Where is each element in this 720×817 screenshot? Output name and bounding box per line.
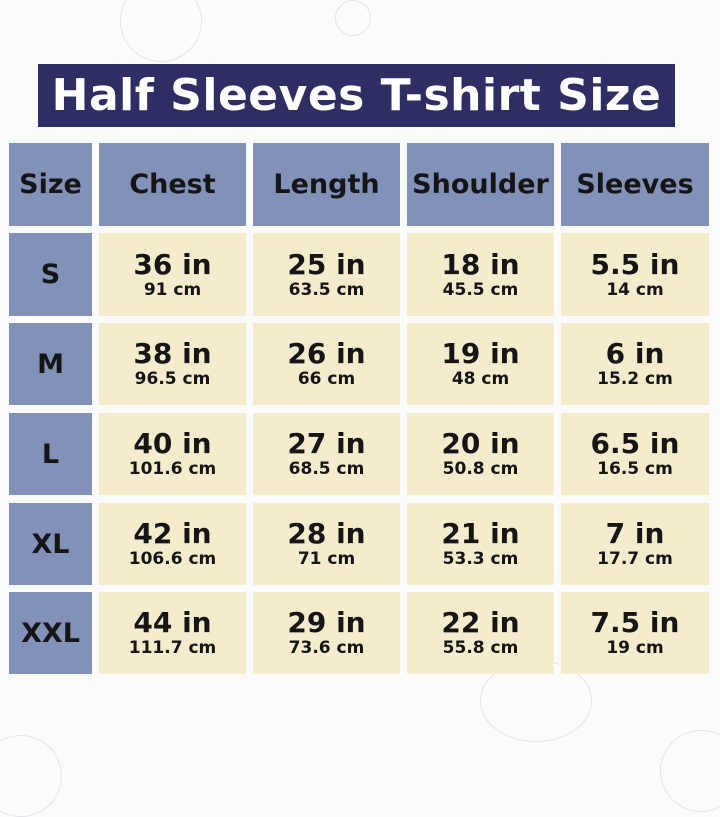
- measurement-inches: 42 in: [133, 517, 212, 550]
- measurement-cm: 50.8 cm: [442, 459, 519, 479]
- measurement-inches: 27 in: [287, 427, 366, 460]
- measurement-cell: 7.5 in 19 cm: [561, 592, 709, 674]
- measurement-cell: 44 in 111.7 cm: [99, 592, 246, 674]
- measurement-cm: 68.5 cm: [288, 459, 365, 479]
- column-header-size: Size: [9, 143, 92, 226]
- measurement-cell: 5.5 in 14 cm: [561, 233, 709, 316]
- measurement-cell: 25 in 63.5 cm: [253, 233, 400, 316]
- page-title: Half Sleeves T-shirt Size: [38, 64, 675, 127]
- measurement-cm: 91 cm: [143, 279, 202, 300]
- measurement-inches: 44 in: [133, 606, 212, 639]
- measurement-inches: 20 in: [441, 427, 520, 460]
- size-label: S: [40, 259, 61, 290]
- measurement-cell: 6 in 15.2 cm: [561, 323, 709, 405]
- measurement-cell: 6.5 in 16.5 cm: [561, 413, 709, 495]
- measurement-cm: 19 cm: [606, 638, 664, 658]
- measurement-cm: 55.8 cm: [442, 638, 519, 658]
- measurement-inches: 36 in: [133, 247, 212, 281]
- measurement-inches: 19 in: [441, 337, 520, 370]
- measurement-inches: 28 in: [287, 517, 366, 550]
- column-header-label: Length: [273, 169, 380, 200]
- measurement-cm: 53.3 cm: [442, 549, 519, 569]
- measurement-cell: 26 in 66 cm: [253, 323, 400, 405]
- measurement-cm: 17.7 cm: [597, 549, 673, 569]
- column-header-shoulder: Shoulder: [407, 143, 554, 226]
- yarn-ball-doodle: [0, 735, 62, 817]
- measurement-cm: 48 cm: [451, 369, 510, 389]
- measurement-cell: 18 in 45.5 cm: [407, 233, 554, 316]
- measurement-inches: 38 in: [133, 337, 212, 370]
- measurement-inches: 25 in: [287, 247, 366, 281]
- measurement-inches: 40 in: [133, 427, 212, 460]
- measurement-cm: 16.5 cm: [597, 459, 673, 479]
- button-doodle: [335, 0, 371, 36]
- measurement-cell: 20 in 50.8 cm: [407, 413, 554, 495]
- measurement-cell: 19 in 48 cm: [407, 323, 554, 405]
- measurement-cm: 71 cm: [297, 549, 356, 569]
- measurement-cm: 14 cm: [606, 279, 664, 300]
- measurement-inches: 5.5 in: [590, 247, 680, 281]
- measurement-cell: 40 in 101.6 cm: [99, 413, 246, 495]
- size-label-cell: M: [9, 323, 92, 405]
- measurement-inches: 26 in: [287, 337, 366, 370]
- size-label: M: [37, 348, 64, 380]
- column-header-chest: Chest: [99, 143, 246, 226]
- measurement-cm: 63.5 cm: [288, 279, 365, 300]
- size-label-cell: XL: [9, 503, 92, 585]
- measurement-cell: 22 in 55.8 cm: [407, 592, 554, 674]
- measurement-cell: 38 in 96.5 cm: [99, 323, 246, 405]
- column-header-label: Shoulder: [412, 169, 549, 200]
- measurement-cm: 45.5 cm: [442, 279, 519, 300]
- measurement-cm: 106.6 cm: [128, 549, 217, 569]
- measurement-cell: 7 in 17.7 cm: [561, 503, 709, 585]
- size-label: XL: [31, 528, 70, 560]
- measurement-cell: 36 in 91 cm: [99, 233, 246, 316]
- size-label-cell: L: [9, 413, 92, 495]
- size-label: XXL: [21, 617, 80, 649]
- measurement-cm: 66 cm: [297, 369, 356, 389]
- measurement-cell: 42 in 106.6 cm: [99, 503, 246, 585]
- yarn-ball-doodle: [120, 0, 202, 62]
- measurement-inches: 18 in: [441, 247, 520, 281]
- column-header-length: Length: [253, 143, 400, 226]
- measurement-inches: 29 in: [287, 606, 366, 639]
- measurement-inches: 6.5 in: [590, 427, 680, 460]
- measurement-cm: 73.6 cm: [288, 638, 365, 658]
- column-header-label: Size: [19, 169, 82, 200]
- measurement-inches: 7.5 in: [590, 606, 680, 639]
- size-label-cell: S: [9, 233, 92, 316]
- measurement-cm: 101.6 cm: [128, 459, 217, 479]
- measurement-cell: 28 in 71 cm: [253, 503, 400, 585]
- measurement-cm: 15.2 cm: [597, 369, 673, 389]
- column-header-label: Chest: [129, 169, 216, 200]
- measurement-cell: 27 in 68.5 cm: [253, 413, 400, 495]
- column-header-sleeves: Sleeves: [561, 143, 709, 226]
- measurement-inches: 6 in: [605, 337, 665, 370]
- column-header-label: Sleeves: [576, 169, 694, 200]
- measurement-inches: 22 in: [441, 606, 520, 639]
- measurement-cm: 111.7 cm: [128, 638, 217, 658]
- size-label: L: [41, 438, 60, 470]
- measurement-cm: 96.5 cm: [134, 369, 211, 389]
- size-label-cell: XXL: [9, 592, 92, 674]
- measurement-cell: 29 in 73.6 cm: [253, 592, 400, 674]
- measurement-cell: 21 in 53.3 cm: [407, 503, 554, 585]
- measurement-inches: 7 in: [605, 517, 665, 550]
- measurement-inches: 21 in: [441, 517, 520, 550]
